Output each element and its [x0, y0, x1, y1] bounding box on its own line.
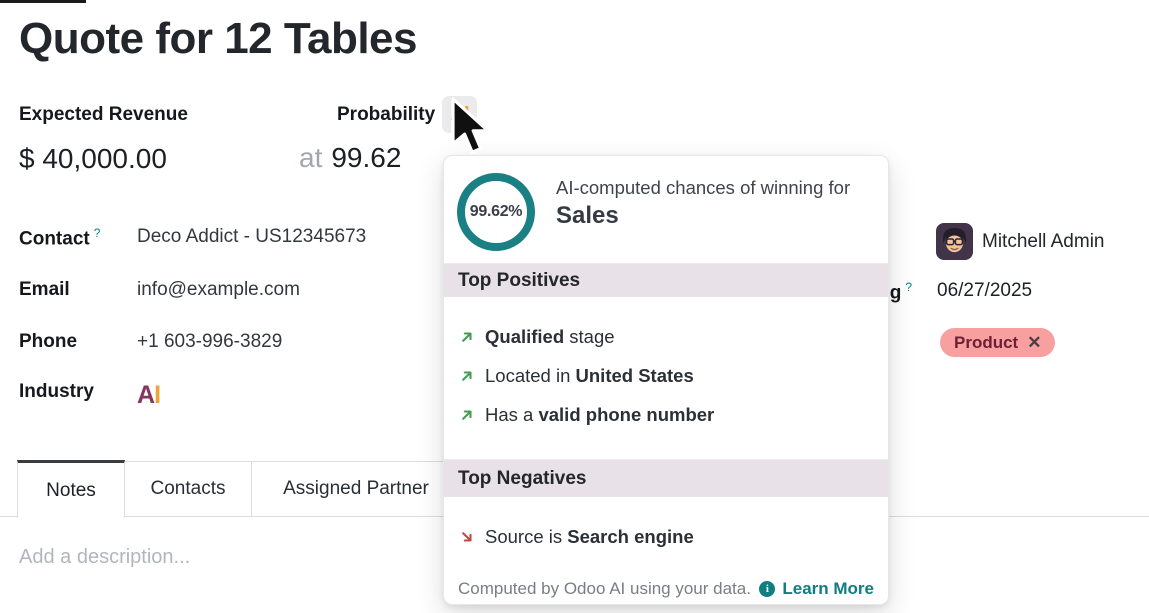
tag-label: Product	[954, 332, 1019, 352]
help-icon[interactable]: ?	[905, 280, 912, 294]
expected-revenue-value[interactable]: $ 40,000.00	[19, 143, 167, 174]
contact-row: Contact? Deco Addict - US12345673	[19, 226, 439, 254]
learn-more-link[interactable]: i Learn More	[759, 579, 874, 599]
positive-item: Located in United States	[459, 362, 694, 390]
positive-item-text: Has a valid phone number	[485, 404, 715, 425]
probability-at-prefix: at	[299, 142, 323, 173]
arrow-up-right-icon	[462, 410, 472, 420]
probability-value[interactable]: at 99.62	[299, 142, 401, 174]
ai-probability-button[interactable]: AI	[442, 96, 477, 133]
probability-number: 99.62	[331, 142, 402, 173]
page-title[interactable]: Quote for 12 Tables	[19, 14, 418, 63]
popover-intro-text: AI-computed chances of winning for	[556, 177, 851, 198]
arrow-up-right-icon	[462, 332, 472, 342]
expected-revenue-label: Expected Revenue	[19, 104, 188, 125]
gauge-value: 99.62%	[469, 203, 523, 220]
tab-assigned-partner[interactable]: Assigned Partner	[251, 461, 461, 517]
negative-item-text: Source is Search engine	[485, 526, 694, 547]
salesperson-value[interactable]: Mitchell Admin	[982, 231, 1105, 252]
probability-gauge: 99.62%	[457, 173, 535, 251]
contact-label: Contact?	[19, 226, 101, 250]
description-placeholder[interactable]: Add a description...	[19, 546, 191, 568]
screen-edge-artifact	[0, 0, 86, 3]
email-value[interactable]: info@example.com	[137, 279, 300, 300]
learn-more-label: Learn More	[782, 579, 874, 598]
ai-probability-popover: 99.62% AI-computed chances of winning fo…	[443, 155, 889, 605]
contact-value[interactable]: Deco Addict - US12345673	[137, 226, 367, 247]
info-icon: i	[759, 581, 776, 597]
email-label: Email	[19, 279, 70, 300]
arrow-up-right-icon	[462, 371, 472, 381]
tag-product[interactable]: Product ✕	[940, 328, 1056, 357]
email-row: Email info@example.com	[19, 279, 439, 307]
phone-label: Phone	[19, 331, 78, 352]
phone-value[interactable]: +1 603-996-3829	[137, 331, 283, 352]
top-negatives-header: Top Negatives	[444, 459, 888, 497]
help-icon[interactable]: ?	[93, 226, 101, 240]
industry-label: Industry	[19, 381, 94, 402]
positive-item: Has a valid phone number	[459, 401, 714, 429]
negative-item: Source is Search engine	[459, 523, 694, 551]
popover-footer: Computed by Odoo AI using your data. i L…	[444, 574, 888, 604]
industry-logo-icon[interactable]: AI	[137, 381, 161, 409]
positive-item-text: Qualified stage	[485, 326, 615, 347]
expected-closing-value[interactable]: 06/27/2025	[937, 280, 1033, 301]
notebook-tabs: Notes Contacts Assigned Partner	[0, 460, 1149, 518]
probability-label: Probability	[337, 104, 436, 125]
industry-row: Industry AI	[19, 381, 439, 409]
positive-item-text: Located in United States	[485, 365, 694, 386]
tab-notes[interactable]: Notes	[17, 460, 125, 518]
avatar[interactable]	[936, 223, 973, 260]
positive-item: Qualified stage	[459, 323, 615, 351]
remove-tag-icon[interactable]: ✕	[1027, 332, 1042, 352]
top-positives-header: Top Positives	[444, 263, 888, 297]
ai-credit-text: Computed by Odoo AI using your data.	[458, 579, 751, 598]
phone-row: Phone +1 603-996-3829	[19, 331, 439, 359]
arrow-down-right-icon	[462, 532, 472, 542]
popover-team-name: Sales	[556, 202, 619, 229]
ai-logo-icon: AI	[450, 103, 469, 125]
tab-contacts[interactable]: Contacts	[124, 461, 252, 517]
